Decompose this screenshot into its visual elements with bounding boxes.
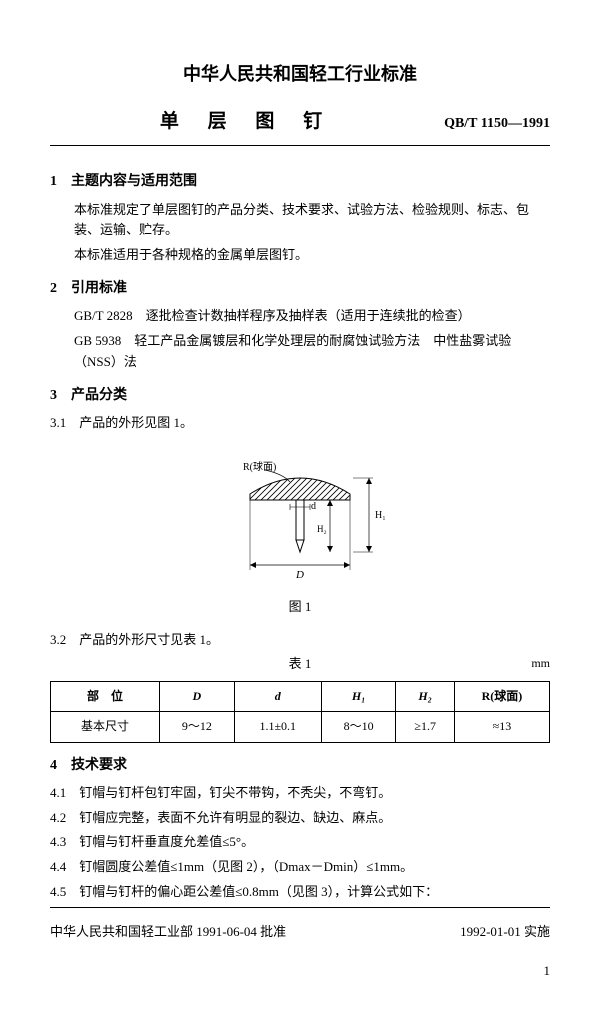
figure-1: R(球面) d D H₁ H₂ — [50, 452, 550, 589]
org-header: 中华人民共和国轻工行业标准 — [50, 60, 550, 89]
td-d: 1.1±0.1 — [234, 712, 321, 742]
ref-2: GB 5938 轻工产品金属镀层和化学处理层的耐腐蚀试验方法 中性盐雾试验（NS… — [74, 331, 550, 373]
title-row: 单 层 图 钉 QB/T 1150—1991 — [50, 107, 550, 137]
fig-H1-label: H₁ — [375, 510, 386, 521]
fig-d-label: d — [311, 501, 316, 512]
table-1-title: 表 1 — [50, 654, 550, 675]
table-1: 部 位 D d H₁ H₂ R(球面) 基本尺寸 9～12 1.1±0.1 8～… — [50, 681, 550, 742]
approval-text: 中华人民共和国轻工业部 1991-06-04 批准 — [50, 922, 286, 943]
th-D-text: D — [193, 689, 202, 703]
th-H2-text: H₂ — [418, 689, 432, 703]
th-D: D — [160, 682, 235, 712]
td-H2: ≥1.7 — [396, 712, 455, 742]
section-4-heading: 4 技术要求 — [50, 755, 550, 777]
page-number: 1 — [50, 961, 550, 982]
s4-1: 4.1 钉帽与钉杆包钉牢固，钉尖不带钩，不秃尖，不弯钉。 — [50, 783, 550, 804]
divider — [50, 145, 550, 146]
table-1-wrap: 表 1 mm 部 位 D d H₁ H₂ R(球面) 基本尺寸 9～12 1.1… — [50, 654, 550, 742]
th-d: d — [234, 682, 321, 712]
standard-code: QB/T 1150—1991 — [444, 113, 550, 135]
th-pos: 部 位 — [51, 682, 160, 712]
fig-R-label: R(球面) — [243, 460, 276, 473]
s4-5: 4.5 钉帽与钉杆的偏心距公差值≤0.8mm（见图 3），计算公式如下： — [50, 882, 550, 903]
footer: 中华人民共和国轻工业部 1991-06-04 批准 1992-01-01 实施 — [50, 922, 550, 943]
td-R: ≈13 — [454, 712, 549, 742]
table-row: 部 位 D d H₁ H₂ R(球面) — [51, 682, 550, 712]
section-2-heading: 2 引用标准 — [50, 278, 550, 300]
td-H1: 8～10 — [321, 712, 396, 742]
ref-1: GB/T 2828 逐批检查计数抽样程序及抽样表（适用于连续批的检查） — [74, 306, 550, 327]
td-D: 9～12 — [160, 712, 235, 742]
td-label: 基本尺寸 — [51, 712, 160, 742]
fig-D-label: D — [295, 569, 304, 581]
th-R: R(球面) — [454, 682, 549, 712]
s4-2: 4.2 钉帽应完整，表面不允许有明显的裂边、缺边、麻点。 — [50, 808, 550, 829]
section-1-heading: 1 主题内容与适用范围 — [50, 171, 550, 193]
s4-3: 4.3 钉帽与钉杆垂直度允差值≤5°。 — [50, 832, 550, 853]
th-H2: H₂ — [396, 682, 455, 712]
effective-text: 1992-01-01 实施 — [460, 922, 550, 943]
table-1-unit: mm — [531, 654, 550, 673]
s3-1: 3.1 产品的外形见图 1。 — [50, 413, 550, 434]
s3-2: 3.2 产品的外形尺寸见表 1。 — [50, 630, 550, 651]
s1-p1: 本标准规定了单层图钉的产品分类、技术要求、试验方法、检验规则、标志、包装、运输、… — [74, 200, 550, 242]
th-H1: H₁ — [321, 682, 396, 712]
fig-H2-label: H₂ — [317, 524, 327, 534]
doc-title: 单 层 图 钉 — [50, 107, 444, 137]
table-row: 基本尺寸 9～12 1.1±0.1 8～10 ≥1.7 ≈13 — [51, 712, 550, 742]
footer-divider — [50, 907, 550, 908]
th-d-text: d — [275, 689, 281, 703]
th-H1-text: H₁ — [352, 689, 366, 703]
figure-1-caption: 图 1 — [50, 597, 550, 618]
s1-p2: 本标准适用于各种规格的金属单层图钉。 — [74, 245, 550, 266]
section-3-heading: 3 产品分类 — [50, 385, 550, 407]
s4-4: 4.4 钉帽圆度公差值≤1mm（见图 2），（Dmax－Dmin）≤1mm。 — [50, 857, 550, 878]
